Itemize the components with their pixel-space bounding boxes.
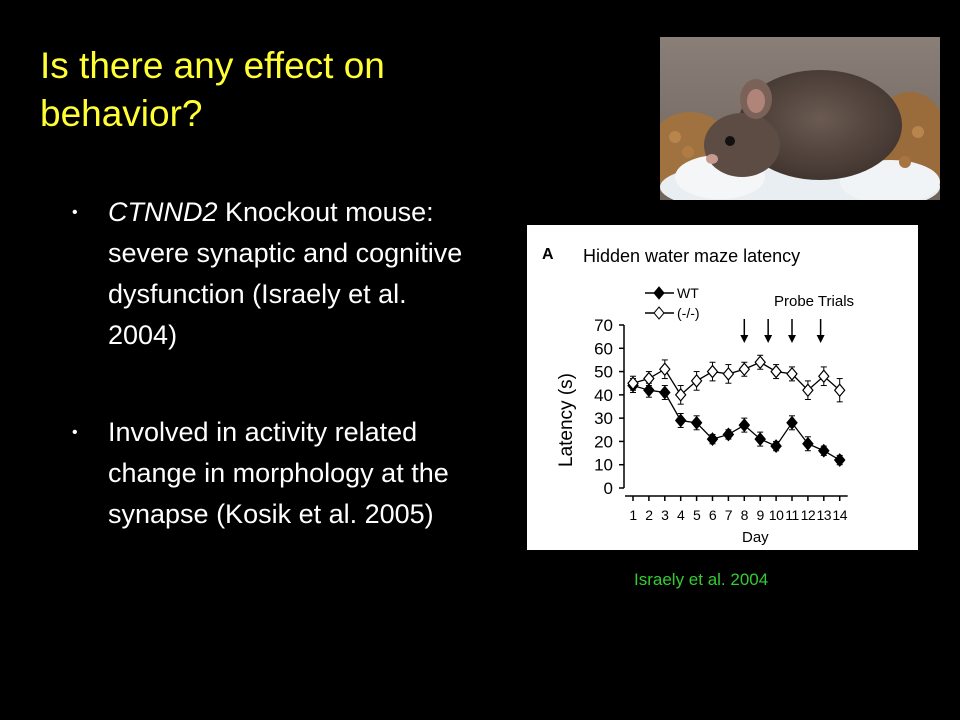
panel-label: A <box>542 246 554 263</box>
y-tick-label: 70 <box>594 316 613 335</box>
ko-data-point <box>659 362 671 377</box>
y-tick-label: 20 <box>594 432 613 451</box>
y-tick-label: 40 <box>594 386 613 405</box>
x-tick-label: 5 <box>693 507 701 523</box>
wt-data-point <box>722 427 735 442</box>
wt-data-point <box>770 439 782 454</box>
ko-data-point <box>786 366 798 381</box>
x-tick-label: 3 <box>661 507 669 523</box>
ko-data-point <box>833 383 846 398</box>
legend-wt-marker <box>653 286 665 300</box>
ko-data-point <box>818 369 830 384</box>
slide-title: Is there any effect on behavior? <box>40 45 385 134</box>
ko-data-point <box>722 366 735 381</box>
gene-name: CTNND2 <box>108 197 218 227</box>
ko-data-point <box>627 376 639 391</box>
ko-data-point <box>706 364 719 379</box>
legend-ko-marker <box>653 306 665 320</box>
wt-data-point <box>738 418 751 433</box>
latency-chart: A Hidden water maze latency Probe Trials… <box>542 246 854 546</box>
legend-wt-label: WT <box>677 285 699 301</box>
ko-data-point <box>738 362 751 377</box>
x-axis-label: Day <box>742 529 769 546</box>
wt-data-point <box>786 415 798 430</box>
x-tick-label: 6 <box>709 507 717 523</box>
x-tick-label: 9 <box>757 507 765 523</box>
wt-data-point <box>754 432 766 447</box>
x-tick-label: 1 <box>629 507 637 523</box>
wt-data-point <box>833 453 846 467</box>
mouse-photo <box>660 37 940 200</box>
probe-arrow-head <box>764 335 773 343</box>
chart-panel: A Hidden water maze latency Probe Trials… <box>527 225 918 550</box>
bullet-dot-icon: • <box>72 424 78 441</box>
bullet-list: • CTNND2 Knockout mouse: severe synaptic… <box>62 192 482 535</box>
x-tick-label: 8 <box>741 507 749 523</box>
ko-data-point <box>754 355 766 370</box>
bullet-text: Involved in activity related change in m… <box>108 417 449 529</box>
chart-title: Hidden water maze latency <box>583 246 800 266</box>
x-tick-label: 11 <box>785 507 799 523</box>
y-tick-label: 60 <box>594 339 613 358</box>
x-tick-label: 13 <box>817 507 832 523</box>
ko-data-point <box>643 371 655 386</box>
x-tick-label: 7 <box>725 507 733 523</box>
legend-ko-label: (-/-) <box>677 305 700 321</box>
x-tick-label: 10 <box>769 507 784 523</box>
wt-data-point <box>802 436 814 451</box>
probe-arrow-head <box>816 335 825 343</box>
ko-data-point <box>674 387 687 402</box>
x-tick-label: 14 <box>832 507 847 523</box>
probe-trials-label: Probe Trials <box>774 293 854 310</box>
bullet-text: Knockout mouse: severe synaptic and cogn… <box>108 197 463 350</box>
wt-data-point <box>674 413 687 428</box>
probe-arrow-head <box>788 335 796 343</box>
x-tick-label: 4 <box>677 507 685 523</box>
ko-data-point <box>690 373 703 388</box>
bullet-item-morphology: • Involved in activity related change in… <box>62 412 482 535</box>
wt-data-point <box>706 432 719 447</box>
citation-caption: Israely et al. 2004 <box>634 570 769 589</box>
ko-data-point <box>802 383 814 398</box>
y-tick-label: 30 <box>594 409 613 428</box>
probe-arrow-head <box>740 335 749 343</box>
bullet-dot-icon: • <box>72 204 78 221</box>
x-tick-label: 12 <box>801 507 816 523</box>
wt-data-point <box>643 383 655 398</box>
x-tick-label: 2 <box>645 507 653 523</box>
wt-data-point <box>818 443 830 458</box>
y-axis-label: Latency (s) <box>556 373 577 467</box>
ko-data-point <box>770 364 782 379</box>
wt-data-point <box>690 415 703 430</box>
wt-data-point <box>659 385 671 400</box>
bullet-item-knockout: • CTNND2 Knockout mouse: severe synaptic… <box>62 192 482 356</box>
y-tick-label: 10 <box>594 456 613 475</box>
y-tick-label: 0 <box>604 479 613 498</box>
y-tick-label: 50 <box>594 363 613 382</box>
